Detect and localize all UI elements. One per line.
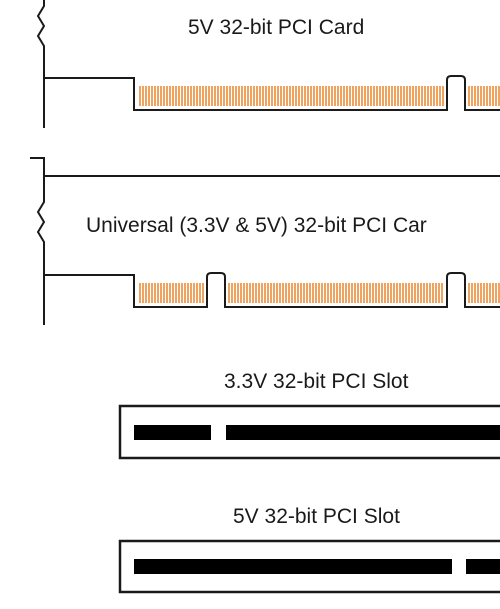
slot-3v3-32bit [118, 404, 500, 460]
card-5v-bracket [36, 0, 46, 128]
card-universal-contacts-a [139, 283, 204, 303]
slot-3v3-housing [118, 404, 500, 460]
slot-3v3-contact-short [134, 425, 211, 440]
slot-5v-contact-short [466, 559, 500, 574]
slot-3v3-contact-long [226, 425, 500, 440]
card-5v-contacts-end [468, 86, 500, 106]
card-5v-contacts-main [139, 86, 444, 106]
card-universal-edge-outline [44, 272, 500, 308]
card-universal-contacts-b [228, 283, 443, 303]
slot-3v3-label: 3.3V 32-bit PCI Slot [224, 370, 409, 393]
card-5v-edge-outline [44, 75, 500, 111]
card-5v-label: 5V 32-bit PCI Card [188, 16, 365, 39]
slot-5v-contact-long [134, 559, 452, 574]
card-5v-32bit [36, 0, 500, 128]
card-universal-label: Universal (3.3V & 5V) 32-bit PCI Car [86, 214, 427, 237]
card-universal-32bit [30, 157, 500, 325]
card-universal-contacts-c [468, 283, 500, 303]
slot-5v-32bit [118, 539, 500, 594]
slot-5v-housing [118, 539, 500, 594]
slot-5v-label: 5V 32-bit PCI Slot [233, 505, 400, 528]
card-universal-bracket [30, 157, 46, 325]
